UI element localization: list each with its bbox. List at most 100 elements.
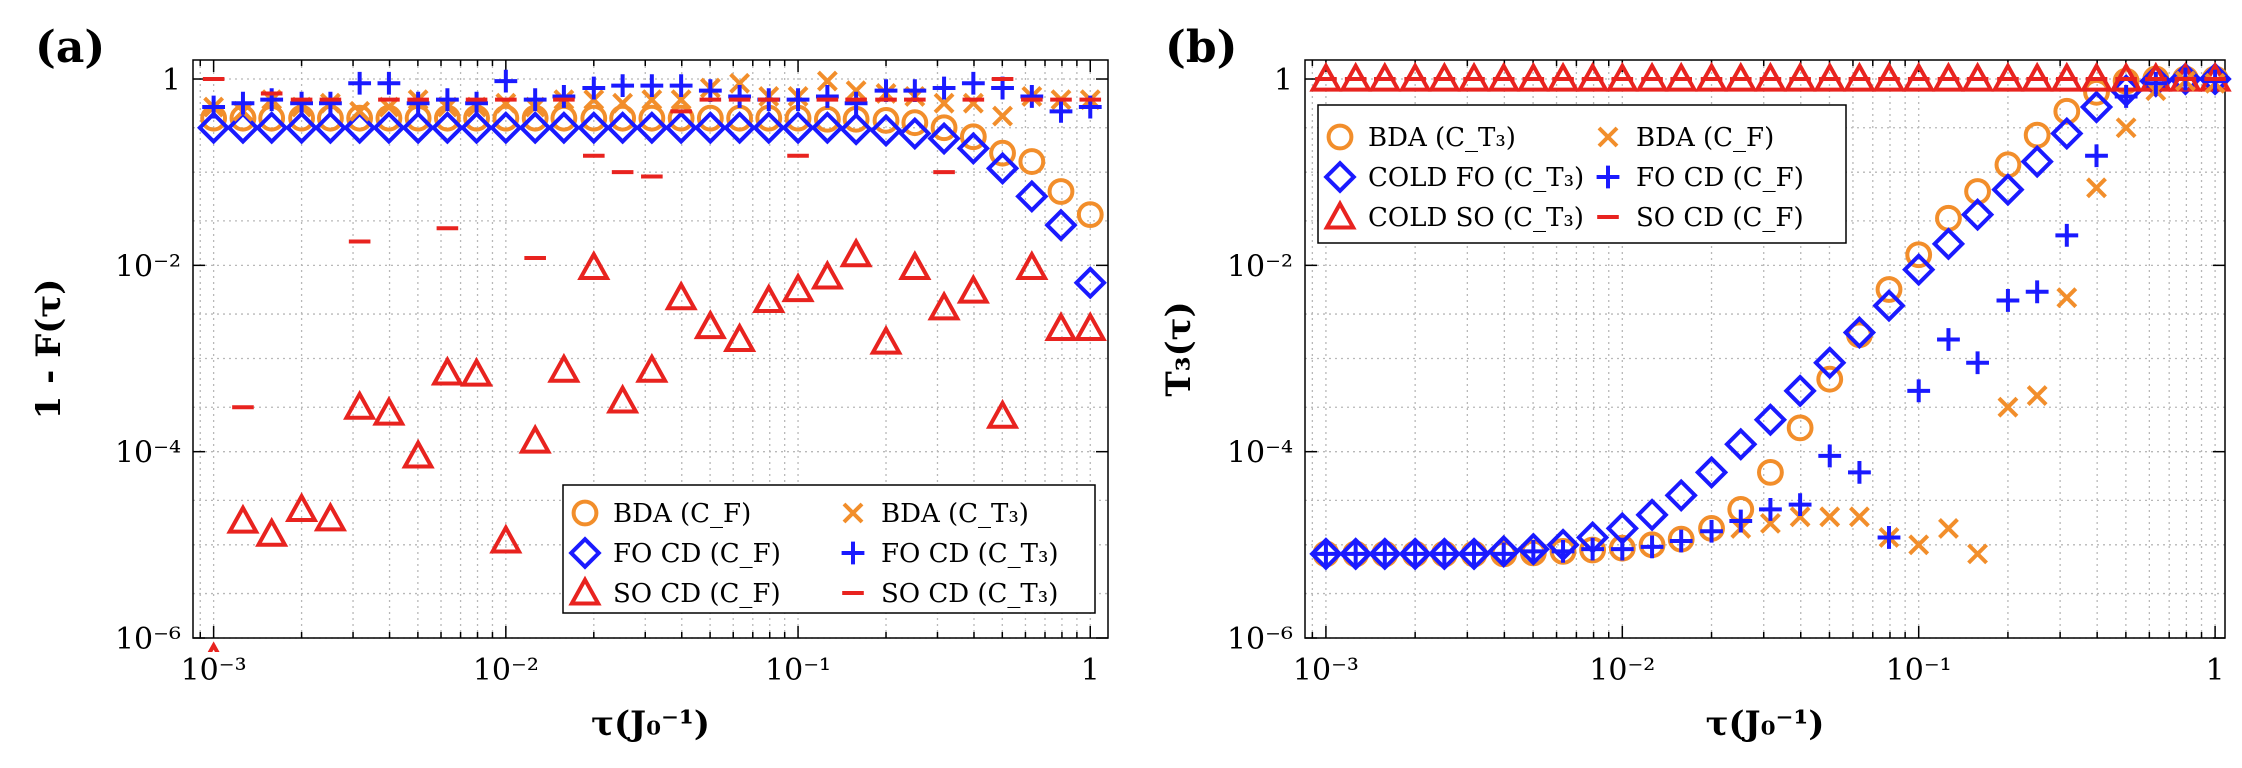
data-point xyxy=(723,322,757,353)
data-point xyxy=(401,438,435,469)
data-point xyxy=(2085,144,2108,168)
data-point xyxy=(962,92,984,114)
data-point xyxy=(752,283,786,314)
data-point xyxy=(664,280,698,311)
data-point xyxy=(577,250,611,280)
series-triangle xyxy=(207,237,1107,652)
data-point xyxy=(1044,311,1078,342)
data-point xyxy=(1877,526,1901,549)
data-point xyxy=(898,250,932,280)
legend-label: FO CD (C_F) xyxy=(1636,163,1804,193)
legend-marker xyxy=(571,499,599,527)
data-point xyxy=(372,395,406,426)
x-tick-label: 10⁻² xyxy=(1589,653,1655,688)
data-point xyxy=(930,114,958,142)
data-point xyxy=(1937,328,1960,351)
data-point xyxy=(1020,85,1044,108)
data-point xyxy=(1049,99,1073,123)
data-point xyxy=(284,111,319,145)
y-tick-label: 10⁻⁴ xyxy=(1227,436,1293,471)
legend-label: SO CD (C_T₃) xyxy=(881,579,1058,609)
legend-label: COLD FO (C_T₃) xyxy=(1368,163,1584,193)
data-point xyxy=(927,290,961,321)
data-point xyxy=(933,92,955,114)
data-point xyxy=(956,131,990,166)
data-point xyxy=(1018,148,1046,175)
data-point xyxy=(1783,374,1817,408)
data-point xyxy=(1432,542,1456,566)
data-point xyxy=(1314,542,1338,566)
data-point xyxy=(518,111,552,145)
data-point xyxy=(1073,311,1107,342)
data-point xyxy=(1373,542,1397,566)
data-point xyxy=(582,76,606,100)
data-point xyxy=(1368,537,1402,571)
data-point xyxy=(1931,227,1966,261)
data-point xyxy=(1907,379,1931,403)
data-point xyxy=(667,104,695,132)
data-point xyxy=(609,104,637,132)
data-point xyxy=(1044,208,1078,242)
data-point xyxy=(1905,241,1933,269)
panel-a: 10⁻³ 10⁻² 10⁻¹ 1 10⁻⁶ 10⁻⁴ 10⁻² 1 τ(J₀⁻¹) 1 - F(τ… xyxy=(29,22,1109,744)
data-point xyxy=(2020,144,2054,179)
data-point xyxy=(231,91,255,115)
legend-box xyxy=(1317,104,1847,244)
data-point xyxy=(722,111,757,145)
data-point xyxy=(1813,346,1847,380)
data-point xyxy=(1640,535,1664,559)
data-point xyxy=(1759,498,1782,521)
legend: BDA (C_F) BDA (C_T₃) FO CD (C_F) FO CD (C_T… xyxy=(562,484,1096,614)
data-point xyxy=(606,383,640,414)
data-point xyxy=(1872,288,1906,323)
data-point xyxy=(1339,537,1373,571)
data-point xyxy=(729,72,751,94)
y-axis-title: 1 - F(τ) xyxy=(29,279,69,420)
legend-marker xyxy=(568,536,602,570)
data-point xyxy=(1753,403,1788,437)
data-point xyxy=(693,309,727,340)
data-point xyxy=(932,76,956,100)
data-point xyxy=(1635,498,1669,532)
data-point xyxy=(1757,458,1784,486)
data-point xyxy=(1842,315,1877,350)
legend-label: BDA (C_T₃) xyxy=(881,499,1029,529)
data-point xyxy=(1902,252,1936,287)
data-point xyxy=(1047,178,1075,205)
data-point xyxy=(669,74,693,97)
data-point xyxy=(786,88,810,112)
y-tick-label: 1 xyxy=(1274,63,1293,98)
data-point xyxy=(430,355,465,386)
data-point xyxy=(781,111,815,145)
y-tick-label: 10⁻⁴ xyxy=(115,436,181,471)
y-tick-label: 10⁻² xyxy=(1227,249,1293,284)
data-point xyxy=(377,71,401,95)
data-point xyxy=(459,356,494,387)
data-point xyxy=(552,85,576,108)
data-point xyxy=(985,151,1020,185)
data-point xyxy=(927,121,961,156)
data-point xyxy=(1997,396,2019,418)
data-point xyxy=(1581,537,1605,561)
data-point xyxy=(611,74,635,97)
data-point xyxy=(844,91,868,115)
data-point xyxy=(961,71,985,95)
data-point xyxy=(1492,542,1516,566)
data-point xyxy=(2198,62,2232,96)
data-point xyxy=(313,111,348,145)
data-point xyxy=(547,111,581,145)
data-point xyxy=(343,111,377,145)
legend-label: COLD SO (C_T₃) xyxy=(1368,203,1584,233)
data-point xyxy=(989,139,1016,167)
data-point xyxy=(343,389,377,420)
data-point xyxy=(2203,69,2227,93)
data-point xyxy=(815,85,839,108)
data-point xyxy=(1935,204,1962,232)
y-axis-title: T₃(τ) xyxy=(1159,301,1199,396)
x-tick-label: 10⁻³ xyxy=(1293,653,1359,688)
data-point xyxy=(2115,117,2137,139)
data-point xyxy=(284,492,319,522)
data-point xyxy=(226,111,260,145)
data-point xyxy=(196,111,231,145)
data-point xyxy=(845,80,867,102)
